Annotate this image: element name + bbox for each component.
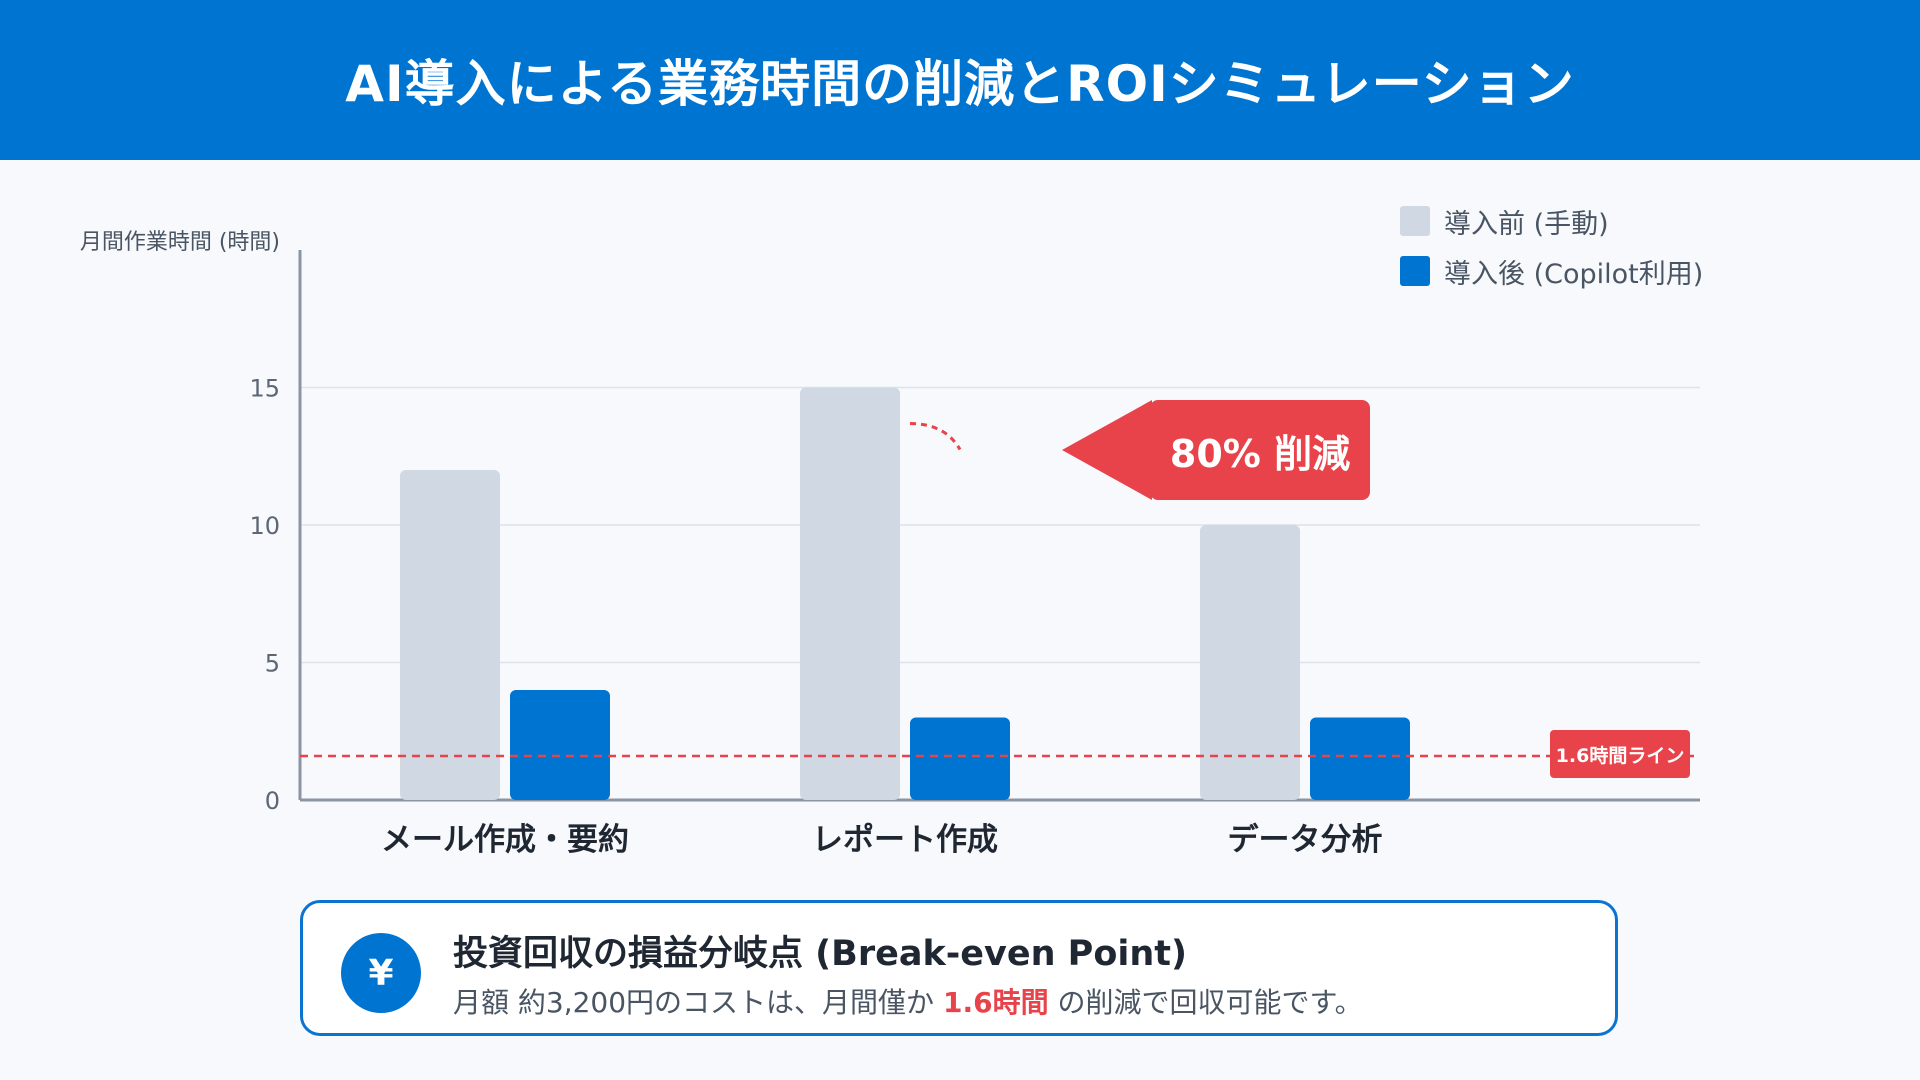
info-text-after: の削減で回収可能です。 (1048, 986, 1363, 1019)
legend-label-after: 導入後 (Copilot利用) (1444, 258, 1704, 290)
bar-before-2 (1200, 525, 1300, 800)
legend: 導入前 (手動) 導入後 (Copilot利用) (1400, 196, 1703, 296)
page-title: AI導入による業務時間の削減とROIシミュレーション (345, 55, 1575, 113)
legend-swatch-after (1400, 256, 1430, 286)
legend-swatch-before (1400, 206, 1430, 236)
yen-icon: ¥ (341, 933, 421, 1013)
legend-label-before: 導入前 (手動) (1444, 208, 1609, 240)
bar-before-0 (400, 470, 500, 800)
bar-after-2 (1310, 717, 1410, 800)
info-text: 月額 約3,200円のコストは、月間僅か 1.6時間 の削減で回収可能です。 (453, 981, 1363, 1021)
bar-before-1 (800, 387, 900, 800)
threshold-label: 1.6時間ライン (1550, 730, 1690, 778)
legend-item-after: 導入後 (Copilot利用) (1400, 246, 1703, 296)
bar-after-0 (510, 690, 610, 800)
bar-chart: 0 5 10 15 月間作業時間 (時間) メール作成・要約 レポート作成 データ分析 (80, 230, 1700, 858)
bar-after-1 (910, 717, 1010, 800)
y-axis-label: 月間作業時間 (時間) (80, 230, 280, 255)
callout-connector (909, 422, 962, 451)
y-tick-label-0: 0 (265, 787, 280, 815)
header-banner: AI導入による業務時間の削減とROIシミュレーション (0, 0, 1920, 160)
reduction-callout: 80% 削減 (1150, 400, 1370, 500)
legend-item-before: 導入前 (手動) (1400, 196, 1703, 246)
break-even-info-box: ¥ 投資回収の損益分岐点 (Break-even Point) 月額 約3,20… (300, 900, 1618, 1036)
x-tick-label-0: メール作成・要約 (381, 822, 629, 858)
x-tick-label-2: データ分析 (1228, 822, 1383, 858)
info-text-before: 月額 約3,200円のコストは、月間僅か (453, 986, 943, 1019)
callout-arrow (1062, 400, 1152, 500)
info-text-highlight: 1.6時間 (942, 986, 1049, 1019)
x-tick-label-1: レポート作成 (812, 822, 998, 858)
y-tick-label-15: 15 (249, 375, 280, 403)
y-tick-label-5: 5 (265, 650, 280, 678)
y-tick-label-10: 10 (249, 512, 280, 540)
info-title: 投資回収の損益分岐点 (Break-even Point) (453, 934, 1188, 974)
